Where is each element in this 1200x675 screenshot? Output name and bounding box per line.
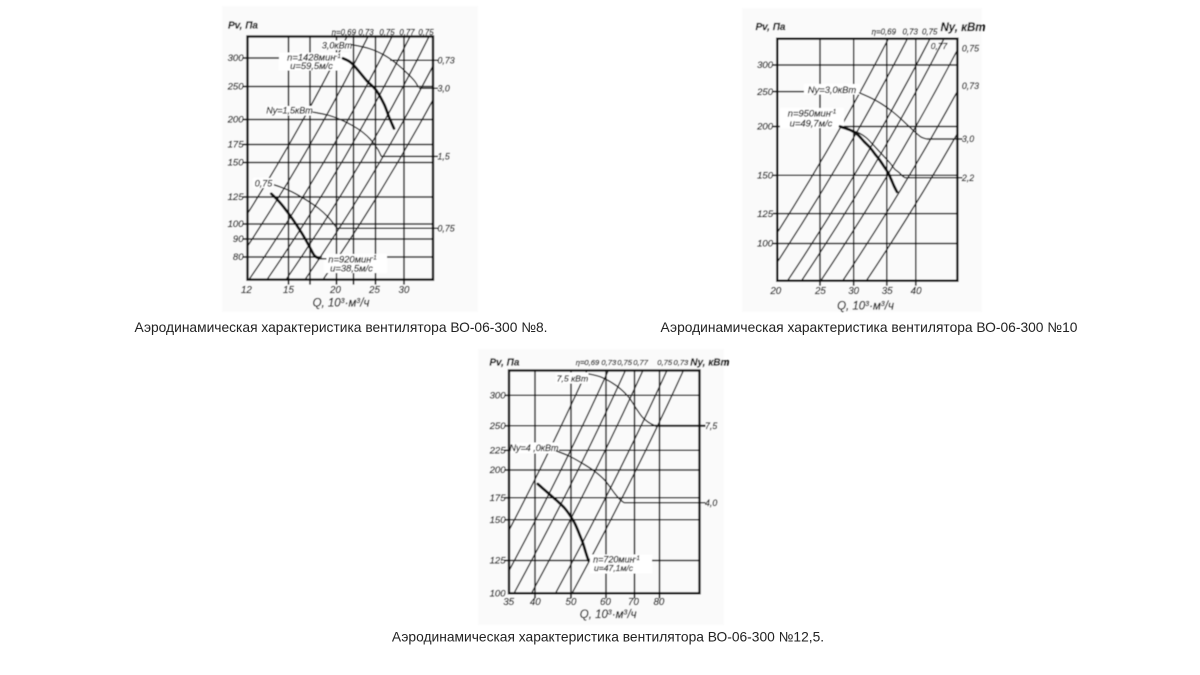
svg-text:0,73: 0,73: [674, 358, 690, 367]
svg-text:12: 12: [241, 285, 252, 296]
svg-text:4,0: 4,0: [705, 498, 717, 508]
svg-text:150: 150: [757, 171, 774, 182]
svg-text:0,75: 0,75: [255, 178, 274, 188]
svg-text:Pv, Па: Pv, Па: [228, 21, 258, 32]
svg-text:0,77: 0,77: [399, 28, 415, 37]
svg-text:25: 25: [368, 285, 380, 296]
svg-text:50: 50: [566, 597, 577, 608]
svg-text:100: 100: [757, 239, 774, 250]
svg-text:n=950мин-1: n=950мин-1: [788, 108, 836, 119]
svg-text:175: 175: [490, 493, 507, 504]
svg-text:225: 225: [489, 446, 507, 457]
svg-text:Q, 103·м3/ч: Q, 103·м3/ч: [313, 298, 370, 310]
svg-text:η=0,69: η=0,69: [332, 28, 357, 37]
svg-text:70: 70: [628, 597, 639, 608]
svg-text:0,75: 0,75: [617, 358, 633, 367]
svg-text:Q, 103·м3/ч: Q, 103·м3/ч: [837, 301, 894, 313]
svg-text:Q, 103·м3/ч: Q, 103·м3/ч: [580, 609, 637, 621]
svg-text:η=0,69: η=0,69: [576, 358, 600, 367]
svg-text:25: 25: [814, 286, 826, 297]
svg-text:1,5: 1,5: [438, 152, 450, 162]
svg-text:Ny, кВт: Ny, кВт: [940, 22, 985, 34]
svg-text:2,2: 2,2: [961, 173, 974, 183]
svg-text:0,73: 0,73: [358, 28, 374, 37]
svg-text:125: 125: [228, 192, 245, 203]
svg-text:30: 30: [848, 286, 859, 297]
svg-text:Аэродинамическая характеристик: Аэродинамическая характеристика вентилят…: [134, 320, 547, 335]
svg-text:80: 80: [233, 252, 244, 263]
svg-text:0,73: 0,73: [962, 81, 979, 91]
svg-text:35: 35: [882, 286, 893, 297]
svg-text:150: 150: [490, 515, 507, 526]
svg-text:u=49,7м/с: u=49,7м/с: [790, 117, 833, 128]
svg-text:0,75: 0,75: [962, 44, 979, 54]
svg-text:u=38,5м/с: u=38,5м/с: [330, 262, 373, 273]
svg-text:20: 20: [769, 286, 781, 297]
svg-text:200: 200: [756, 122, 774, 133]
svg-text:η=0,69: η=0,69: [872, 27, 897, 36]
svg-text:80: 80: [653, 597, 664, 608]
svg-text:250: 250: [227, 82, 245, 93]
svg-text:Ny=4 ,0кВт: Ny=4 ,0кВт: [509, 443, 559, 453]
svg-text:0,77: 0,77: [633, 358, 649, 367]
svg-text:Ny=1,5кВт: Ny=1,5кВт: [266, 106, 313, 116]
svg-text:200: 200: [489, 465, 507, 476]
svg-text:20: 20: [329, 285, 341, 296]
svg-text:Аэродинамическая характеристик: Аэродинамическая характеристика вентилят…: [392, 630, 824, 645]
svg-text:300: 300: [228, 53, 245, 64]
svg-text:Pv, Па: Pv, Па: [489, 358, 519, 369]
svg-text:3,0: 3,0: [962, 134, 974, 144]
svg-text:0,75: 0,75: [922, 27, 938, 36]
svg-text:0,73: 0,73: [438, 55, 455, 65]
svg-text:125: 125: [757, 209, 774, 220]
svg-text:60: 60: [600, 597, 611, 608]
svg-text:Аэродинамическая характеристик: Аэродинамическая характеристика вентилят…: [661, 320, 1078, 335]
svg-text:0,77: 0,77: [931, 41, 948, 51]
svg-text:125: 125: [490, 556, 507, 567]
svg-text:Ny=3,0кВт: Ny=3,0кВт: [808, 84, 857, 95]
svg-text:100: 100: [490, 589, 507, 600]
svg-text:7,5: 7,5: [705, 421, 717, 431]
svg-text:3,0кВт: 3,0кВт: [322, 40, 353, 50]
svg-text:40: 40: [911, 286, 922, 297]
svg-text:0,75: 0,75: [657, 358, 673, 367]
svg-text:150: 150: [228, 158, 245, 169]
svg-text:300: 300: [757, 60, 774, 71]
svg-text:n=920мин-1: n=920мин-1: [328, 253, 376, 264]
svg-text:Ny, кВт: Ny, кВт: [690, 358, 729, 369]
svg-text:0,73: 0,73: [903, 27, 919, 36]
svg-text:0,75: 0,75: [379, 28, 395, 37]
svg-text:30: 30: [399, 285, 410, 296]
svg-text:0,75: 0,75: [438, 223, 455, 233]
svg-text:Pv, Па: Pv, Па: [756, 22, 786, 33]
svg-text:200: 200: [227, 115, 245, 126]
svg-text:u=59,5м/с: u=59,5м/с: [290, 60, 333, 71]
svg-text:40: 40: [530, 597, 541, 608]
svg-text:7,5 кВт: 7,5 кВт: [557, 374, 589, 384]
svg-text:175: 175: [228, 140, 245, 151]
svg-text:250: 250: [756, 87, 774, 98]
svg-text:35: 35: [503, 597, 514, 608]
svg-text:0,75: 0,75: [418, 28, 434, 37]
svg-text:300: 300: [490, 391, 507, 402]
svg-text:3,0: 3,0: [438, 83, 450, 93]
svg-text:90: 90: [233, 234, 244, 245]
svg-text:n=1428мин-1: n=1428мин-1: [287, 52, 341, 63]
svg-text:0,73: 0,73: [601, 358, 617, 367]
svg-text:250: 250: [489, 421, 507, 432]
svg-text:u=47,1м/с: u=47,1м/с: [594, 563, 634, 573]
svg-text:15: 15: [283, 285, 294, 296]
svg-text:n=720мин-1: n=720мин-1: [593, 555, 640, 565]
svg-text:100: 100: [228, 219, 245, 230]
